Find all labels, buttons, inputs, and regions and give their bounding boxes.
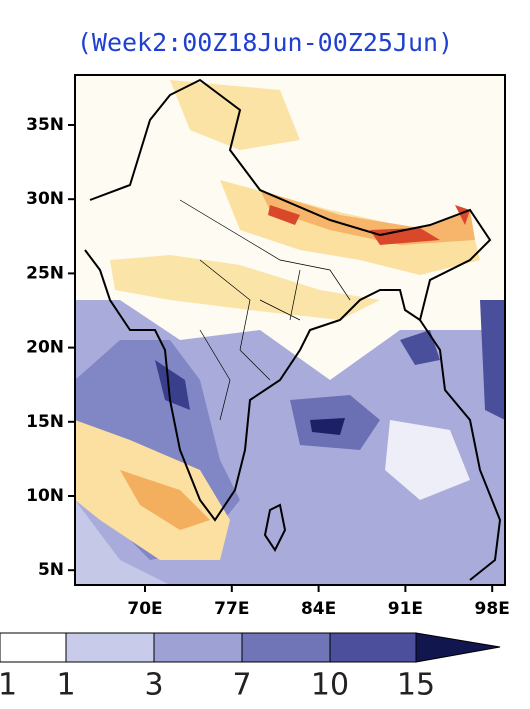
- state-borders: [179, 199, 351, 421]
- colorbar-label: 15: [397, 668, 435, 703]
- lon-label: 91E: [388, 599, 423, 619]
- colorbar-label: 1: [0, 668, 17, 703]
- colorbar-labels: 1 1 3 7 10 15: [0, 668, 435, 703]
- colorbar: [0, 632, 501, 663]
- colorbar-label: 1: [56, 668, 75, 703]
- lat-label: 5N: [38, 560, 64, 580]
- title: (Week2:00Z18Jun-00Z25Jun): [77, 28, 453, 57]
- lon-label: 84E: [301, 599, 336, 619]
- map-field: [75, 75, 505, 585]
- lat-axis: 35N 30N 25N 20N 15N 10N 5N: [26, 115, 75, 580]
- lon-label: 77E: [214, 599, 249, 619]
- lat-label: 25N: [26, 263, 64, 283]
- colorbar-label: 10: [311, 668, 349, 703]
- lon-axis: 70E 77E 84E 91E 98E: [127, 585, 510, 619]
- lat-label: 10N: [26, 486, 64, 506]
- lon-label: 70E: [127, 599, 162, 619]
- lat-label: 35N: [26, 115, 64, 135]
- map-frame: [74, 74, 506, 586]
- lon-label: 98E: [475, 599, 510, 619]
- lat-label: 15N: [26, 412, 64, 432]
- lat-label: 20N: [26, 338, 64, 358]
- colorbar-label: 7: [232, 668, 251, 703]
- coastlines: [84, 78, 502, 581]
- colorbar-label: 3: [144, 668, 163, 703]
- lat-label: 30N: [26, 189, 64, 209]
